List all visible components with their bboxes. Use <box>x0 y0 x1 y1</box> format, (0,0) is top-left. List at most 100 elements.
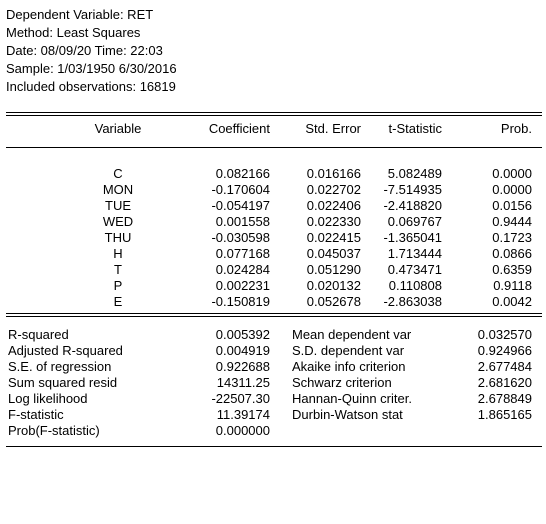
coefficient-value: 0.077168 <box>215 246 270 261</box>
included-observations: Included observations: 16819 <box>6 79 176 94</box>
stat-value: 0.922688 <box>215 359 270 374</box>
variable-name: TUE <box>105 198 131 213</box>
variable-name: WED <box>102 214 134 229</box>
std-error-value: 0.022702 <box>306 182 361 197</box>
table-row: T 0.024284 0.051290 0.473471 0.6359 <box>0 262 546 279</box>
stat-label: Hannan-Quinn criter. <box>292 391 412 406</box>
std-error-value: 0.052678 <box>306 294 361 309</box>
estimation-method: Method: Least Squares <box>6 25 141 40</box>
stat-label: Prob(F-statistic) <box>8 423 100 438</box>
stat-label: R-squared <box>8 327 69 342</box>
stat-label: Mean dependent var <box>292 327 412 342</box>
t-statistic-value: 5.082489 <box>387 166 442 181</box>
table-row: THU -0.030598 0.022415 -1.365041 0.1723 <box>0 230 546 247</box>
stat-label: Log likelihood <box>8 391 88 406</box>
estimation-date-time: Date: 08/09/20 Time: 22:03 <box>6 43 163 58</box>
stats-row: R-squared 0.005392 Mean dependent var 0.… <box>0 327 546 344</box>
top-double-rule <box>6 112 542 116</box>
t-statistic-value: -2.863038 <box>383 294 442 309</box>
table-row: P 0.002231 0.020132 0.110808 0.9118 <box>0 278 546 295</box>
t-statistic-value: -1.365041 <box>383 230 442 245</box>
stat-value: 0.004919 <box>215 343 270 358</box>
middle-double-rule <box>6 313 542 317</box>
variable-name: E <box>113 294 123 309</box>
stat-value: -22507.30 <box>211 391 270 406</box>
coefficient-value: -0.170604 <box>211 182 270 197</box>
stat-value: 1.865165 <box>477 407 532 422</box>
stats-row: Log likelihood -22507.30 Hannan-Quinn cr… <box>0 391 546 408</box>
coefficient-value: -0.030598 <box>211 230 270 245</box>
stats-row: S.E. of regression 0.922688 Akaike info … <box>0 359 546 376</box>
t-statistic-value: 1.713444 <box>387 246 442 261</box>
prob-value: 0.6359 <box>492 262 532 277</box>
stat-label: S.D. dependent var <box>292 343 405 358</box>
stat-label: Akaike info criterion <box>292 359 406 374</box>
stat-label: Schwarz criterion <box>292 375 392 390</box>
bottom-rule <box>6 446 542 447</box>
std-error-value: 0.045037 <box>306 246 361 261</box>
table-row: TUE -0.054197 0.022406 -2.418820 0.0156 <box>0 198 546 215</box>
stat-label: Adjusted R-squared <box>8 343 123 358</box>
prob-value: 0.0000 <box>492 166 532 181</box>
table-row: WED 0.001558 0.022330 0.069767 0.9444 <box>0 214 546 231</box>
stat-label: Durbin-Watson stat <box>292 407 403 422</box>
column-header-coefficient: Coefficient <box>208 121 270 136</box>
prob-value: 0.0042 <box>492 294 532 309</box>
table-row: H 0.077168 0.045037 1.713444 0.0866 <box>0 246 546 263</box>
stat-value: 0.032570 <box>477 327 532 342</box>
dependent-variable: Dependent Variable: RET <box>6 7 154 22</box>
table-row: E -0.150819 0.052678 -2.863038 0.0042 <box>0 294 546 311</box>
stat-value: 0.005392 <box>215 327 270 342</box>
table-row: MON -0.170604 0.022702 -7.514935 0.0000 <box>0 182 546 199</box>
column-header-std-error: Std. Error <box>305 121 361 136</box>
stat-label: S.E. of regression <box>8 359 112 374</box>
coefficient-value: 0.001558 <box>215 214 270 229</box>
stat-value: 2.678849 <box>477 391 532 406</box>
prob-value: 0.0866 <box>492 246 532 261</box>
variable-name: H <box>113 246 123 261</box>
prob-value: 0.1723 <box>492 230 532 245</box>
stat-label: F-statistic <box>8 407 64 422</box>
std-error-value: 0.051290 <box>306 262 361 277</box>
prob-value: 0.9444 <box>492 214 532 229</box>
coefficient-value: -0.150819 <box>211 294 270 309</box>
t-statistic-value: 0.110808 <box>388 278 442 293</box>
stat-value: 2.677484 <box>477 359 532 374</box>
stats-row: Prob(F-statistic) 0.000000 <box>0 423 546 440</box>
variable-name: T <box>114 262 122 277</box>
coefficient-value: -0.054197 <box>211 198 270 213</box>
stat-value: 14311.25 <box>216 375 270 390</box>
sample-range: Sample: 1/03/1950 6/30/2016 <box>6 61 177 76</box>
coefficient-value: 0.002231 <box>215 278 270 293</box>
column-header-t-statistic: t-Statistic <box>388 121 442 136</box>
stats-row: Sum squared resid 14311.25 Schwarz crite… <box>0 375 546 392</box>
column-header-prob: Prob. <box>500 121 532 136</box>
stat-value: 11.39174 <box>216 407 270 422</box>
t-statistic-value: -2.418820 <box>383 198 442 213</box>
stats-row: Adjusted R-squared 0.004919 S.D. depende… <box>0 343 546 360</box>
std-error-value: 0.022415 <box>306 230 361 245</box>
std-error-value: 0.020132 <box>306 278 361 293</box>
t-statistic-value: 0.069767 <box>387 214 442 229</box>
std-error-value: 0.016166 <box>306 166 361 181</box>
t-statistic-value: 0.473471 <box>387 262 442 277</box>
column-header-variable: Variable <box>94 121 142 136</box>
stat-label: Sum squared resid <box>8 375 118 390</box>
std-error-value: 0.022330 <box>306 214 361 229</box>
stats-row: F-statistic 11.39174 Durbin-Watson stat … <box>0 407 546 424</box>
equation-header: Dependent Variable: RET Method: Least Sq… <box>6 6 177 96</box>
t-statistic-value: -7.514935 <box>383 182 442 197</box>
variable-name: MON <box>102 182 134 197</box>
stat-value: 2.681620 <box>477 375 532 390</box>
prob-value: 0.0000 <box>492 182 532 197</box>
stat-value: 0.924966 <box>477 343 532 358</box>
table-row: C 0.082166 0.016166 5.082489 0.0000 <box>0 166 546 183</box>
prob-value: 0.0156 <box>492 198 532 213</box>
prob-value: 0.9118 <box>493 278 532 293</box>
variable-name: P <box>113 278 123 293</box>
variable-name: C <box>113 166 123 181</box>
header-rule <box>6 147 542 148</box>
coefficient-value: 0.082166 <box>215 166 270 181</box>
std-error-value: 0.022406 <box>306 198 361 213</box>
coefficient-value: 0.024284 <box>215 262 270 277</box>
